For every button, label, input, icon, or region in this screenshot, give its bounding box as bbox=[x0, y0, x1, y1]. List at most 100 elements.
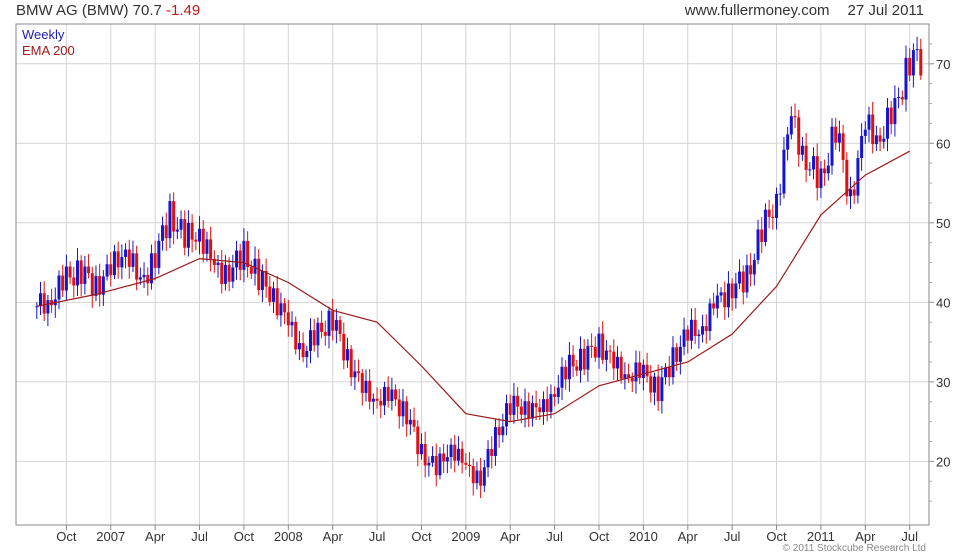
candle-body bbox=[712, 303, 716, 309]
candle-body bbox=[127, 249, 131, 267]
candle-body bbox=[68, 266, 72, 278]
candle-body bbox=[804, 145, 808, 170]
candle-body bbox=[427, 462, 431, 466]
copyright-notice: © 2011 Stockcube Research Ltd bbox=[782, 543, 926, 554]
candle-body bbox=[220, 262, 224, 284]
candle-body bbox=[830, 126, 834, 166]
candle-body bbox=[357, 371, 361, 374]
candle-body bbox=[701, 326, 705, 335]
candle-body bbox=[38, 293, 42, 307]
candle-body bbox=[471, 466, 475, 484]
candle-body bbox=[878, 135, 882, 142]
candle-body bbox=[834, 126, 838, 143]
instrument-name: BMW AG (BMW) bbox=[16, 2, 129, 19]
candle-body bbox=[172, 201, 176, 232]
candle-body bbox=[405, 401, 409, 425]
candle-body bbox=[704, 326, 708, 332]
candle-body bbox=[841, 133, 845, 160]
candle-body bbox=[723, 292, 727, 308]
candle-body bbox=[516, 395, 520, 407]
candle-body bbox=[249, 267, 253, 274]
candle-body bbox=[608, 350, 612, 352]
y-tick-label: 40 bbox=[936, 295, 950, 310]
candle-body bbox=[138, 277, 142, 280]
candle-body bbox=[212, 258, 216, 266]
candle-body bbox=[630, 377, 634, 382]
candle-body bbox=[867, 114, 871, 130]
candle-body bbox=[579, 348, 583, 371]
candle-body bbox=[397, 399, 401, 417]
x-tick-label: Jul bbox=[369, 529, 386, 544]
x-tick-label: Oct bbox=[766, 529, 787, 544]
candle-body bbox=[368, 380, 372, 402]
candle-body bbox=[320, 322, 324, 332]
candle-body bbox=[379, 400, 383, 406]
legend-ema: EMA 200 bbox=[22, 43, 75, 58]
candle-body bbox=[882, 138, 886, 142]
candle-body bbox=[564, 366, 568, 380]
candle-body bbox=[549, 394, 553, 412]
candle-body bbox=[560, 366, 564, 388]
candle-body bbox=[627, 374, 631, 378]
candle-body bbox=[756, 229, 760, 260]
x-tick-label: Oct bbox=[411, 529, 432, 544]
candle-body bbox=[194, 239, 198, 242]
candle-body bbox=[571, 354, 575, 367]
candle-body bbox=[431, 455, 435, 463]
candle-body bbox=[349, 349, 353, 378]
candle-body bbox=[216, 262, 220, 266]
candle-body bbox=[793, 116, 797, 118]
candle-body bbox=[260, 270, 264, 291]
candle-body bbox=[860, 135, 864, 159]
candle-body bbox=[238, 250, 242, 270]
candle-body bbox=[301, 343, 305, 358]
x-tick-label: Jul bbox=[546, 529, 563, 544]
candle-body bbox=[246, 240, 250, 268]
candle-body bbox=[482, 467, 486, 486]
candle-body bbox=[360, 373, 364, 393]
x-tick-label: 2009 bbox=[451, 529, 480, 544]
candle-body bbox=[50, 300, 54, 306]
candle-body bbox=[649, 376, 653, 393]
candle-body bbox=[449, 444, 453, 458]
candle-body bbox=[272, 288, 276, 302]
candle-body bbox=[253, 258, 257, 274]
plot-frame bbox=[15, 23, 930, 526]
x-tick-label: 2011 bbox=[807, 529, 835, 544]
candle-body bbox=[682, 329, 686, 347]
candle-body bbox=[486, 449, 490, 468]
candle-body bbox=[464, 462, 468, 465]
x-tick-label: Jul bbox=[191, 529, 208, 544]
candle-body bbox=[423, 443, 427, 466]
candle-body bbox=[168, 201, 172, 239]
candle-body bbox=[438, 453, 442, 476]
candle-body bbox=[871, 114, 875, 145]
candle-body bbox=[419, 443, 423, 455]
candle-body bbox=[468, 464, 472, 467]
y-tick-label: 30 bbox=[936, 375, 950, 390]
candle-body bbox=[364, 380, 368, 393]
candle-body bbox=[745, 265, 749, 293]
candle-body bbox=[490, 449, 494, 456]
candle-body bbox=[593, 346, 597, 358]
candle-body bbox=[597, 333, 601, 358]
candle-body bbox=[116, 251, 120, 268]
x-tick-label: Apr bbox=[145, 529, 166, 544]
candle-body bbox=[83, 266, 87, 284]
candle-body bbox=[738, 271, 742, 284]
candle-body bbox=[908, 57, 912, 76]
x-axis-ticks: Oct 2007 Apr Jul Oct 2008 Apr Jul Oct 2009 Apr Jul O… bbox=[56, 525, 918, 544]
candle-body bbox=[401, 401, 405, 417]
chart-legend: Weekly EMA 200 bbox=[22, 27, 75, 59]
candle-body bbox=[556, 387, 560, 398]
source-link[interactable]: www.fullermoney.com bbox=[684, 2, 830, 19]
candle-body bbox=[198, 228, 202, 242]
candle-body bbox=[889, 107, 893, 125]
candle-body bbox=[534, 403, 538, 408]
chart-grid bbox=[16, 24, 929, 525]
candle-body bbox=[919, 49, 923, 76]
candle-body bbox=[656, 376, 660, 402]
candle-body bbox=[345, 349, 349, 361]
candle-body bbox=[582, 348, 586, 370]
